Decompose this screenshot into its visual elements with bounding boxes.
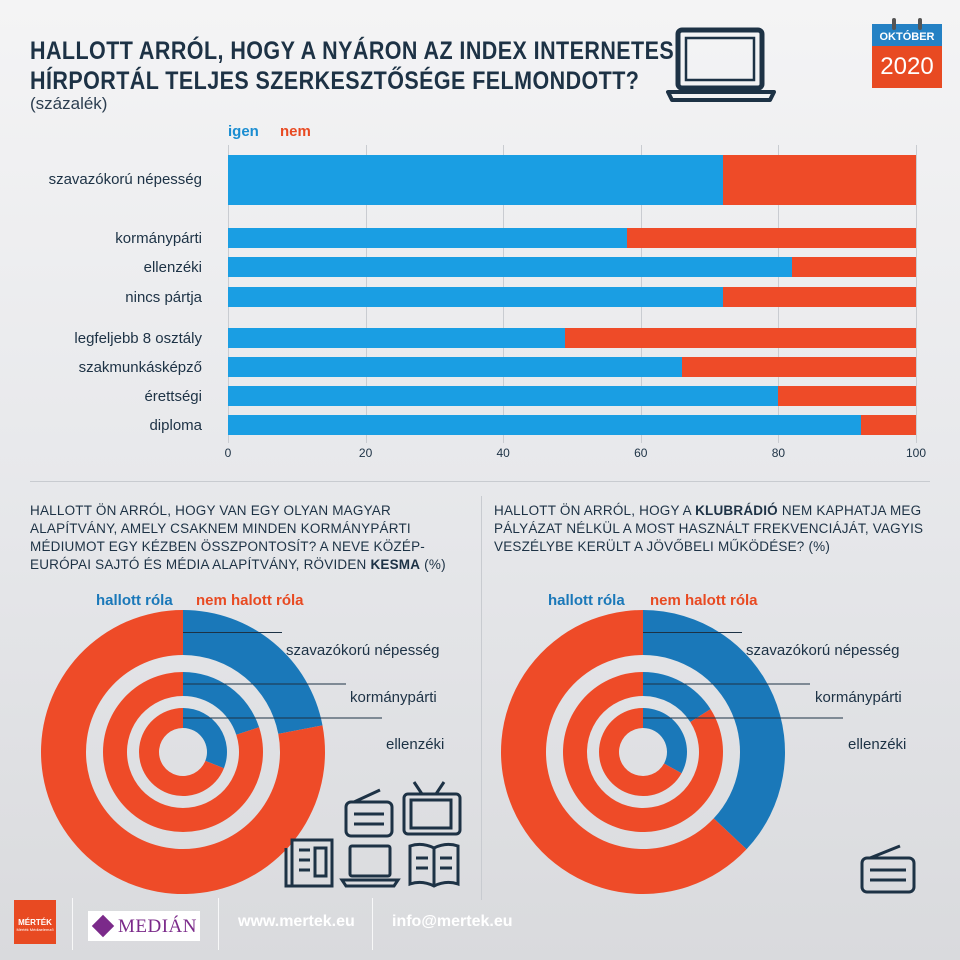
bar-nem <box>565 328 916 348</box>
legend-nem-hallott: nem halott róla <box>650 592 758 609</box>
category-label: szavazókorú népesség <box>48 171 202 188</box>
bar-nem <box>778 386 916 406</box>
x-tick-label: 60 <box>634 446 648 460</box>
bar-nem <box>682 357 916 377</box>
legend-hallott: hallott róla <box>96 592 173 609</box>
ring-label: kormánypárti <box>815 689 902 706</box>
mertek-logo-text: MÉRTÉK <box>18 918 52 927</box>
x-tick-label: 20 <box>358 446 373 460</box>
bar-nem <box>627 228 916 248</box>
ring-label: szavazókorú népesség <box>746 642 900 659</box>
tv-icon <box>402 781 462 836</box>
bar-nem <box>723 155 916 205</box>
section-divider <box>30 481 930 482</box>
x-tick-label: 0 <box>224 446 232 460</box>
chart-subtitle: (százalék) <box>30 94 108 113</box>
calendar-ring <box>892 18 896 30</box>
section-divider <box>481 496 482 900</box>
donut-slice-hallott <box>183 610 323 734</box>
donut-slice-nem-hallott <box>41 610 326 894</box>
badge-month: OKTÓBER <box>872 24 942 46</box>
median-logo: MEDIÁN <box>88 911 200 941</box>
question-kesma: HALLOTT ÖN ARRÓL, HOGY VAN EGY OLYAN MAG… <box>30 502 470 574</box>
legend-nem-hallott: nem halott róla <box>196 592 304 609</box>
question-text: HALLOTT ÖN ARRÓL, HOGY A <box>494 503 696 518</box>
donut-slice-hallott <box>643 610 785 850</box>
bar-igen <box>228 386 779 406</box>
donut-slice-hallott <box>183 708 228 769</box>
ring-label: kormánypárti <box>350 689 437 706</box>
ring-label: ellenzéki <box>848 736 907 753</box>
magazine-icon <box>408 842 460 888</box>
legend-igen: igen <box>228 123 259 140</box>
laptop-icon <box>666 27 776 102</box>
category-label: kormánypárti <box>115 230 202 247</box>
gridline <box>916 145 917 443</box>
website-link[interactable]: www.mertek.eu <box>238 913 355 930</box>
category-label: nincs pártja <box>125 289 202 306</box>
footer-separator <box>372 898 373 950</box>
chart-title: HALLOTT ARRÓL, HOGY A NYÁRON AZ INDEX IN… <box>30 36 675 96</box>
category-label: legfeljebb 8 osztály <box>74 330 202 347</box>
ring-label: ellenzéki <box>386 736 445 753</box>
category-label: szakmunkásképző <box>78 359 202 376</box>
donut-slice-hallott <box>643 708 687 774</box>
footer-separator <box>218 898 219 950</box>
question-text: NEM KAPHATJA MEG PÁLYÁZAT NÉLKÜL A MOST … <box>494 503 924 554</box>
category-label: diploma <box>149 417 202 434</box>
newspaper-icon <box>284 838 334 888</box>
legend-nem: nem <box>280 123 311 140</box>
mertek-logo: MÉRTÉK Mérték Médiaelemző <box>14 900 56 944</box>
ring-label: szavazókorú népesség <box>286 642 440 659</box>
laptop-icon <box>339 844 401 888</box>
donut-slice-nem-hallott <box>103 672 264 832</box>
bar-igen <box>228 155 724 205</box>
category-label: ellenzéki <box>143 259 202 276</box>
donut-slice-nem-hallott <box>563 672 723 832</box>
median-logo-text: MEDIÁN <box>118 916 197 937</box>
bar-igen <box>228 228 628 248</box>
donut-slice-nem-hallott <box>139 708 224 796</box>
title-line-1: HALLOTT ARRÓL, HOGY A NYÁRON AZ INDEX IN… <box>30 37 675 65</box>
x-tick-label: 80 <box>771 446 786 460</box>
bar-nem <box>860 415 916 435</box>
question-klubradio: HALLOTT ÖN ARRÓL, HOGY A KLUBRÁDIÓ NEM K… <box>494 502 934 556</box>
legend-hallott: hallott róla <box>548 592 625 609</box>
donut-chart-klubradio <box>501 610 843 894</box>
donut-chart-kesma <box>41 610 382 894</box>
donut-slice-nem-hallott <box>501 610 747 894</box>
bar-nem <box>792 257 916 277</box>
donut-slice-hallott <box>183 672 260 735</box>
bar-nem <box>723 287 916 307</box>
x-tick-label: 40 <box>496 446 510 460</box>
mertek-logo-tagline: Mérték Médiaelemző <box>16 927 54 932</box>
radio-icon <box>860 844 916 894</box>
email-link[interactable]: info@mertek.eu <box>392 913 513 930</box>
question-text: HALLOTT ÖN ARRÓL, HOGY VAN EGY OLYAN MAG… <box>30 503 425 572</box>
median-logo-mark <box>91 914 115 938</box>
media-icons <box>284 781 462 888</box>
radio-icon <box>344 788 394 838</box>
calendar-icon: OKTÓBER 2020 <box>872 18 942 88</box>
donut-slice-nem-hallott <box>599 708 682 796</box>
bar-igen <box>228 257 793 277</box>
bar-igen <box>228 357 683 377</box>
bar-igen <box>228 415 861 435</box>
question-highlight: KESMA <box>370 557 421 572</box>
title-line-2: HÍRPORTÁL TELJES SZERKESZTŐSÉGE FELMONDO… <box>30 67 640 95</box>
bar-igen <box>228 287 724 307</box>
badge-year: 2020 <box>872 46 942 88</box>
calendar-ring <box>918 18 922 30</box>
question-highlight: KLUBRÁDIÓ <box>695 503 778 518</box>
x-tick-label: 100 <box>905 446 927 460</box>
footer-separator <box>72 898 73 950</box>
question-text: (%) <box>420 557 446 572</box>
category-label: érettségi <box>144 388 202 405</box>
bar-igen <box>228 328 566 348</box>
